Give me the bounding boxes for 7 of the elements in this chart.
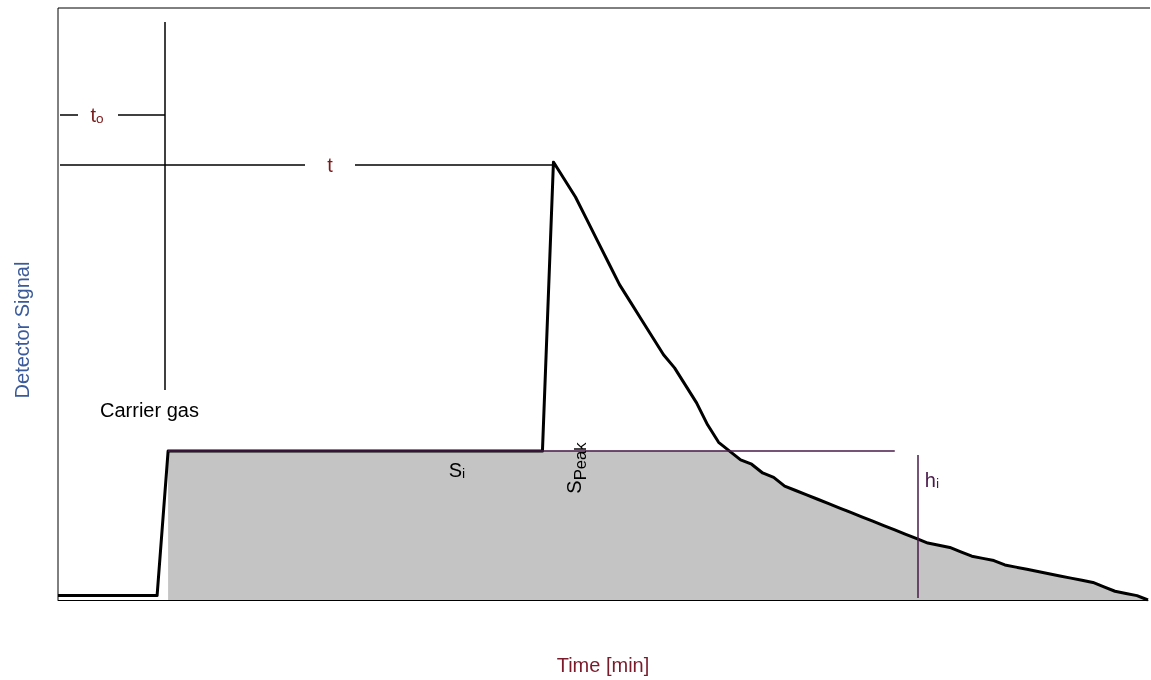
annotation: hᵢ [924,469,940,491]
x-axis-title: Time [min] [556,654,650,676]
annotation: t [327,154,333,176]
annotation: Carrier gas [100,399,199,421]
y-axis-title: Detector Signal [11,261,33,399]
text: tₒ [90,104,104,126]
annotation: Sᵢ [448,459,466,481]
